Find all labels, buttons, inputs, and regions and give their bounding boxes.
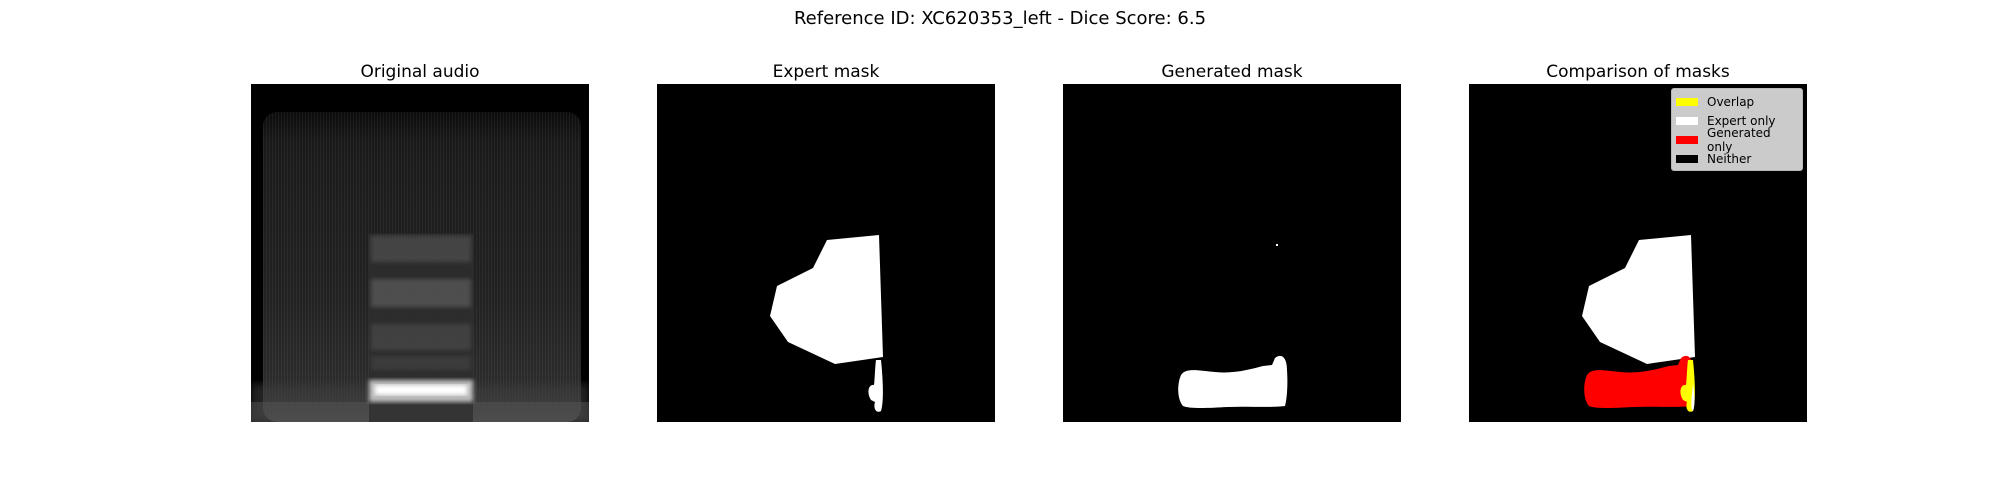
legend-label-expert-only: Expert only (1707, 113, 1776, 128)
generated-mask-image (1063, 84, 1401, 422)
legend-swatch-generated-only (1676, 135, 1698, 144)
generated-only-region (1584, 355, 1694, 408)
legend-item-expert-only: Expert only (1676, 111, 1798, 130)
figure-title: Reference ID: XC620353_left - Dice Score… (793, 8, 1207, 29)
legend-swatch-neither (1676, 154, 1698, 163)
expert-only-region (1582, 235, 1695, 364)
panel-title-original-audio: Original audio (360, 62, 480, 82)
panel-expert-mask: Expert mask (657, 60, 995, 422)
expert-mask-image (657, 84, 995, 422)
panel-original-audio: Original audio (251, 60, 589, 422)
panel-comparison: Comparison of masks Overlap Expert only … (1469, 60, 1807, 422)
legend-item-generated-only: Generated only (1676, 126, 1798, 154)
overlap-region (1680, 360, 1695, 412)
panel-generated-mask: Generated mask (1063, 60, 1401, 422)
legend-item-overlap: Overlap (1676, 92, 1798, 111)
expert-mask-region (868, 360, 883, 412)
expert-mask-region (770, 235, 883, 364)
legend: Overlap Expert only Generated only Neith… (1671, 88, 1803, 171)
generated-mask-speck (1276, 244, 1278, 246)
legend-label-overlap: Overlap (1707, 94, 1755, 109)
legend-label-neither: Neither (1707, 151, 1752, 166)
panel-title-generated-mask: Generated mask (1161, 62, 1303, 82)
legend-swatch-overlap (1676, 97, 1698, 106)
generated-mask-region (1178, 355, 1288, 408)
spectrogram-image (251, 84, 589, 422)
expert-only-region (1691, 384, 1695, 411)
panel-title-comparison: Comparison of masks (1546, 62, 1730, 82)
legend-item-neither: Neither (1676, 149, 1798, 168)
legend-label-generated-only: Generated only (1707, 125, 1771, 154)
panel-title-expert-mask: Expert mask (772, 62, 880, 82)
legend-swatch-expert-only (1676, 116, 1698, 125)
